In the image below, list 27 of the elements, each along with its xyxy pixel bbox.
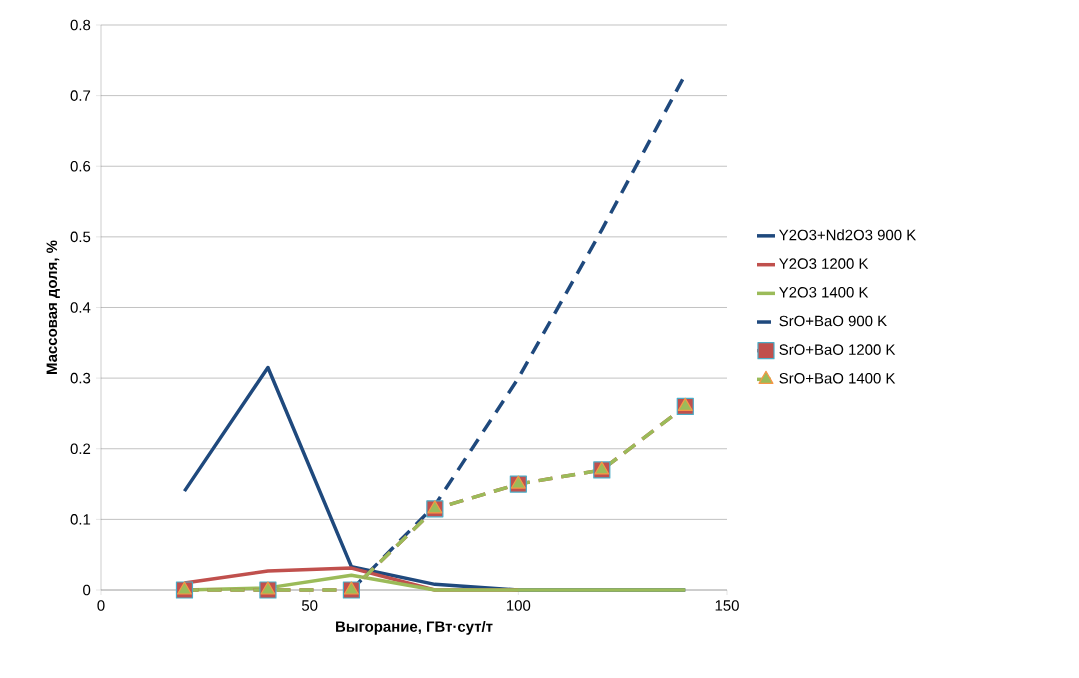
y-tick-label: 0.1 bbox=[70, 514, 91, 525]
legend-label: Y2O3 1400 K bbox=[779, 287, 869, 298]
point bbox=[677, 397, 693, 411]
legend-label: SrO+BaO 1200 K bbox=[779, 344, 896, 355]
y-axis-title: Массовая доля, % bbox=[46, 240, 60, 374]
point bbox=[343, 581, 359, 595]
x-tick-label: 150 bbox=[715, 600, 739, 611]
point bbox=[427, 500, 443, 514]
y-tick-label: 0 bbox=[83, 584, 91, 596]
point bbox=[510, 475, 526, 489]
legend-label: Y2O3+Nd2O3 900 K bbox=[779, 229, 917, 241]
point bbox=[260, 581, 276, 595]
point bbox=[594, 461, 610, 475]
legend-label: SrO+BaO 900 K bbox=[779, 315, 887, 327]
y-tick-label: 0.8 bbox=[70, 19, 91, 31]
legend-label: SrO+BaO 1400 K bbox=[779, 373, 896, 384]
y-tick-label: 0.3 bbox=[70, 372, 91, 384]
legend-label: Y2O3 1200 K bbox=[779, 258, 869, 269]
x-tick-label: 100 bbox=[507, 600, 531, 611]
x-tick-label: 0 bbox=[97, 600, 105, 611]
x-axis-title: Выгорание, ГВт·сут/т bbox=[336, 620, 493, 635]
x-tick-label: 50 bbox=[301, 600, 318, 611]
y-tick-label: 0.6 bbox=[70, 160, 91, 172]
y-tick-label: 0.4 bbox=[70, 302, 91, 313]
y-tick-label: 0.7 bbox=[70, 90, 91, 101]
y-tick-label: 0.2 bbox=[70, 443, 91, 455]
y-tick-label: 0.5 bbox=[70, 231, 91, 243]
